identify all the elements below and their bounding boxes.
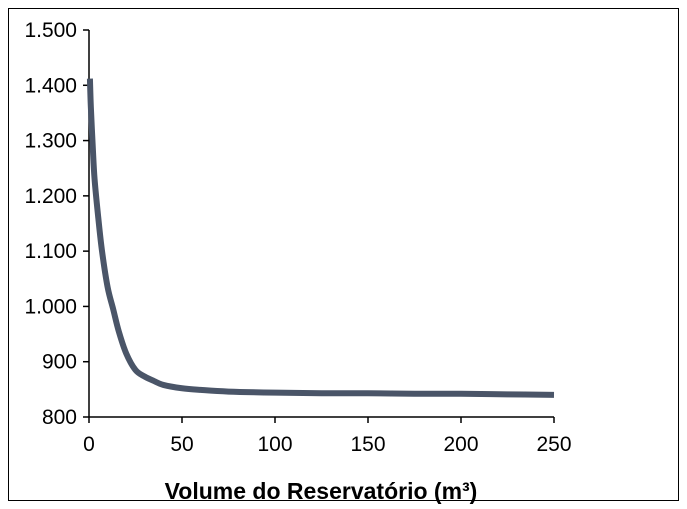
series-line-0 — [86, 78, 555, 398]
y-tick-label: 900 — [42, 351, 77, 374]
chart-frame — [8, 8, 679, 501]
x-axis: 0 50 100 150 200 250 — [83, 416, 572, 456]
y-tick-label: 1.300 — [24, 130, 77, 153]
y-axis: 800 900 1.000 1.100 1.200 1.300 1.400 1.500 — [24, 19, 90, 429]
y-tick-label: 800 — [42, 406, 77, 429]
x-tick-label: 250 — [536, 433, 571, 456]
x-tick-label: 150 — [350, 433, 385, 456]
x-tick-label: 200 — [443, 433, 478, 456]
y-tick-label: 1.500 — [24, 19, 77, 42]
y-tick-label: 1.000 — [24, 295, 77, 318]
y-tick-label: 1.400 — [24, 74, 77, 97]
x-tick-label: 0 — [83, 433, 95, 456]
y-tick-label: 1.100 — [24, 240, 77, 263]
x-tick-label: 50 — [170, 433, 193, 456]
y-tick-label: 1.200 — [24, 185, 77, 208]
series-layer — [86, 78, 555, 398]
x-tick-label: 100 — [257, 433, 292, 456]
x-axis-title: Volume do Reservatório (m³) — [165, 478, 478, 504]
